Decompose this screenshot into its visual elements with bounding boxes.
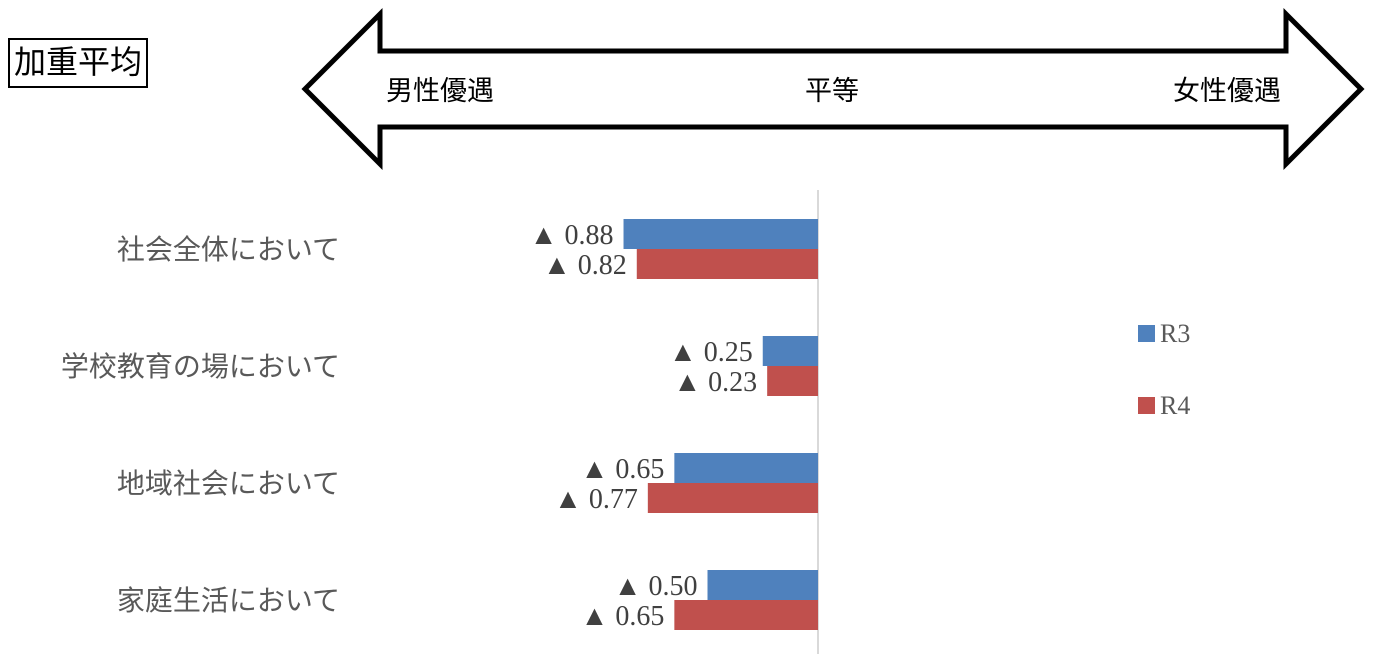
bar-r4 — [647, 483, 818, 513]
data-label-r4: ▲ 0.23 — [673, 367, 757, 398]
legend-swatch-r3 — [1138, 325, 1155, 342]
bar-r3 — [707, 570, 818, 600]
chart-title: 加重平均 — [8, 38, 149, 88]
category-label: 学校教育の場において — [61, 350, 340, 383]
bar-r3 — [623, 219, 818, 249]
scale-left-label: 男性優遇 — [386, 76, 494, 107]
scale-arrow — [301, 7, 1365, 171]
data-label-r4: ▲ 0.65 — [581, 601, 665, 632]
legend-label-r3: R3 — [1160, 319, 1190, 348]
bar-r3 — [762, 336, 818, 366]
data-label-r4: ▲ 0.82 — [543, 250, 627, 281]
data-labels: ▲ 0.88▲ 0.82▲ 0.25▲ 0.23▲ 0.65▲ 0.77▲ 0.… — [530, 220, 757, 632]
legend: R3 R4 — [1138, 319, 1190, 420]
data-label-r3: ▲ 0.65 — [581, 454, 665, 485]
data-label-r4: ▲ 0.77 — [554, 484, 638, 515]
bar-r4 — [674, 600, 818, 630]
data-label-r3: ▲ 0.88 — [530, 220, 614, 251]
bar-r4 — [767, 366, 818, 396]
scale-center-label: 平等 — [805, 76, 859, 107]
data-label-r3: ▲ 0.25 — [669, 337, 753, 368]
data-label-r3: ▲ 0.50 — [614, 571, 698, 602]
category-label: 社会全体において — [117, 233, 340, 266]
bars — [623, 219, 818, 630]
legend-label-r4: R4 — [1160, 391, 1190, 420]
bar-r4 — [636, 249, 818, 279]
scale-right-label: 女性優遇 — [1173, 76, 1281, 107]
category-label: 家庭生活において — [117, 584, 340, 617]
legend-swatch-r4 — [1138, 397, 1155, 414]
category-label: 地域社会において — [117, 467, 340, 500]
bar-r3 — [674, 453, 818, 483]
